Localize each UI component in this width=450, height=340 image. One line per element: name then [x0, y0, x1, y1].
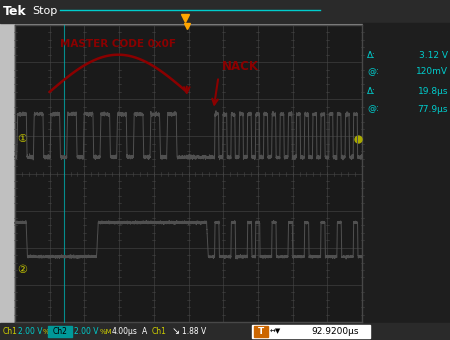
Text: Ch2: Ch2 [53, 327, 68, 336]
Text: Δ:: Δ: [367, 51, 376, 59]
Text: T: T [258, 327, 264, 336]
Text: Ch1: Ch1 [152, 327, 167, 336]
Text: Stop: Stop [32, 6, 57, 17]
Text: 120mV: 120mV [416, 68, 448, 76]
Text: ②: ② [17, 265, 27, 275]
Bar [48, 326, 72, 337]
Text: ①: ① [17, 134, 27, 144]
Text: 92.9200μs: 92.9200μs [311, 327, 359, 336]
Text: %: % [43, 328, 50, 335]
Text: 3.12 V: 3.12 V [419, 51, 448, 59]
Bar [363, 23, 450, 325]
Text: 4.00μs: 4.00μs [112, 327, 138, 336]
Text: 77.9μs: 77.9μs [418, 104, 448, 114]
Text: 2.00 V: 2.00 V [74, 327, 99, 336]
Text: 19.8μs: 19.8μs [418, 87, 448, 97]
Text: @:: @: [367, 104, 379, 114]
Bar [254, 326, 268, 337]
Text: Tek: Tek [3, 5, 27, 18]
Text: NACK: NACK [221, 60, 258, 73]
Text: 2.00 V: 2.00 V [18, 327, 42, 336]
Text: Ch1: Ch1 [3, 327, 18, 336]
Text: ↘: ↘ [172, 326, 180, 337]
Bar [0, 0, 450, 23]
Bar [0, 323, 450, 340]
Bar [15, 25, 362, 322]
Text: MASTER CODE 0x0F: MASTER CODE 0x0F [60, 39, 176, 49]
Text: A: A [142, 327, 147, 336]
Text: @:: @: [367, 68, 379, 76]
Bar [252, 325, 370, 338]
Text: %M: %M [100, 328, 112, 335]
Text: ↔▼: ↔▼ [270, 328, 281, 335]
Text: Δ:: Δ: [367, 87, 376, 97]
Text: 1.88 V: 1.88 V [182, 327, 206, 336]
